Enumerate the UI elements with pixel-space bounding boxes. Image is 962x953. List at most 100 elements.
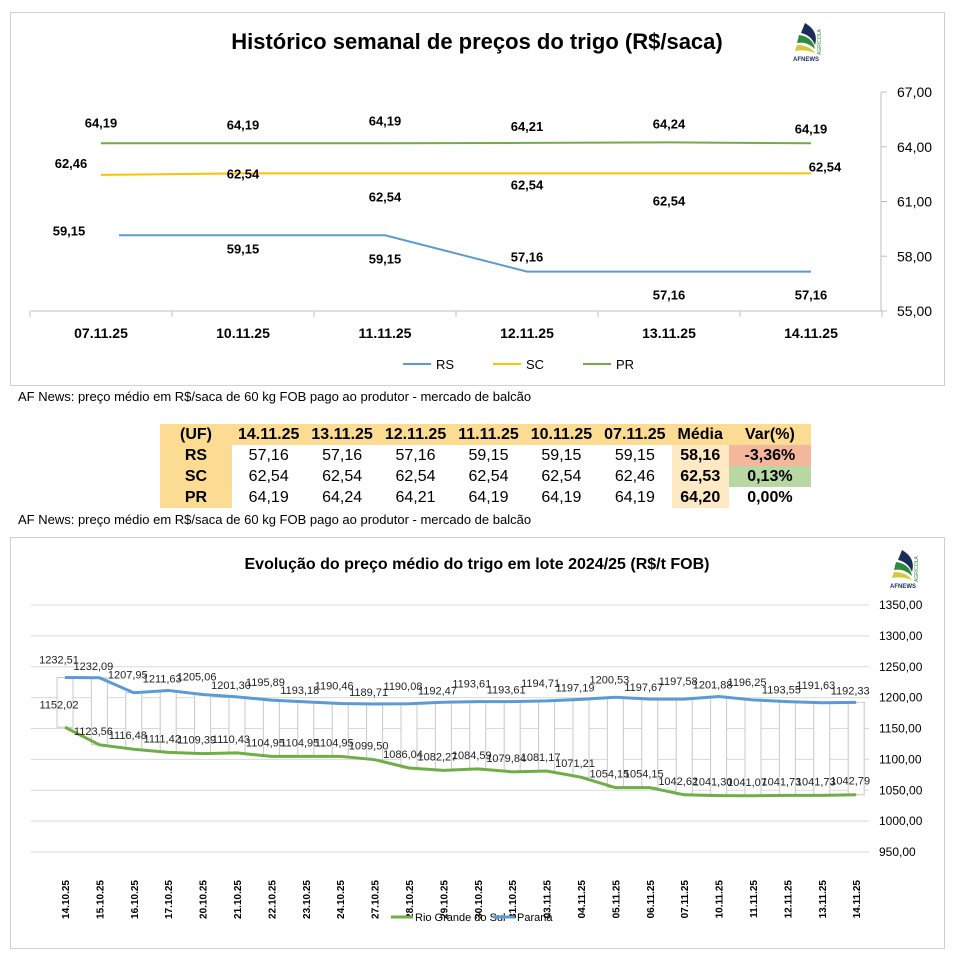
header-cell: (UF) bbox=[160, 424, 232, 445]
series-line-pr bbox=[101, 141, 812, 145]
data-label-rs: 1041,30 bbox=[693, 777, 733, 789]
y-tick-label: 64,00 bbox=[897, 139, 932, 155]
data-label: 64,19 bbox=[227, 117, 260, 132]
x-tick-label: 14.11.25 bbox=[784, 325, 838, 341]
data-label: 64,19 bbox=[369, 113, 402, 128]
logo-text: AFNEWS bbox=[890, 584, 916, 590]
series-line bbox=[64, 676, 857, 706]
data-label-pr: 1197,58 bbox=[659, 676, 698, 688]
data-label-rs: 1152,02 bbox=[40, 699, 79, 711]
x-tick-label: 23.10.25 bbox=[302, 880, 313, 919]
data-label-rs: 1084,59 bbox=[452, 750, 492, 762]
data-label: 62,54 bbox=[369, 189, 402, 204]
series-line-rs bbox=[119, 234, 811, 273]
legend-label: Paraná bbox=[517, 912, 553, 924]
x-tick-label: 16.10.25 bbox=[130, 880, 141, 919]
table-row: RS 57,16 57,16 57,16 59,15 59,15 59,15 5… bbox=[160, 445, 811, 466]
data-label-rs: 1104,95 bbox=[246, 737, 285, 749]
x-tick-label: 03.11.25 bbox=[543, 880, 554, 919]
logo-subtext: AGRÍCOLA bbox=[816, 28, 823, 55]
data-label: 57,16 bbox=[511, 250, 544, 265]
value-cell: 62,54 bbox=[541, 467, 582, 485]
x-tick-label: 06.11.25 bbox=[646, 880, 657, 919]
logo-subtext: AGRÍCOLA bbox=[913, 555, 920, 582]
x-tick-label: 07.11.25 bbox=[680, 880, 691, 919]
value-cell: 62,54 bbox=[395, 467, 436, 485]
data-label-rs: 1042,62 bbox=[658, 776, 698, 788]
value-cell: 59,15 bbox=[541, 446, 582, 464]
x-tick-label: 22.10.25 bbox=[267, 880, 278, 919]
data-label-pr: 1197,67 bbox=[624, 682, 663, 694]
data-label: 57,16 bbox=[795, 288, 828, 303]
data-label-pr: 1201,30 bbox=[211, 680, 251, 692]
uf-cell: PR bbox=[160, 487, 232, 508]
data-label-pr: 1192,33 bbox=[831, 685, 870, 697]
y-tick-label: 1200,00 bbox=[879, 691, 923, 705]
data-label-rs: 1111,42 bbox=[144, 733, 181, 745]
data-label-rs: 1099,50 bbox=[349, 741, 389, 753]
header-cell: 07.11.25 bbox=[598, 424, 672, 445]
data-label-pr: 1201,88 bbox=[693, 679, 733, 691]
data-label: 64,21 bbox=[511, 119, 544, 134]
data-label-pr: 1191,63 bbox=[796, 680, 835, 692]
uf-cell: SC bbox=[160, 466, 232, 487]
data-label-pr: 1232,51 bbox=[39, 655, 79, 667]
weekly-chart-panel: Histórico semanal de preços do trigo (R$… bbox=[10, 12, 945, 386]
chart-title: Histórico semanal de preços do trigo (R$… bbox=[231, 29, 722, 54]
x-tick-label: 12.11.25 bbox=[783, 880, 794, 919]
value-cell: 62,54 bbox=[322, 467, 363, 485]
logo-leaf-green bbox=[797, 35, 815, 49]
header-cell: 11.11.25 bbox=[452, 424, 525, 445]
x-tick-label: 05.11.25 bbox=[611, 880, 622, 919]
data-label-rs: 1081,17 bbox=[521, 752, 561, 764]
data-label: 64,24 bbox=[653, 116, 686, 131]
data-label-pr: 1193,55 bbox=[762, 685, 801, 697]
media-cell: 64,20 bbox=[671, 487, 729, 508]
value-cell: 57,16 bbox=[395, 446, 436, 464]
data-label: 57,16 bbox=[653, 288, 686, 303]
x-tick-label: 27.10.25 bbox=[371, 880, 382, 919]
data-label-rs: 1116,48 bbox=[109, 730, 147, 742]
data-label-rs: 1082,27 bbox=[418, 751, 458, 763]
x-tick-label: 30.10.25 bbox=[474, 880, 485, 919]
data-label-rs: 1109,39 bbox=[177, 735, 216, 747]
x-tick-label: 13.11.25 bbox=[642, 325, 696, 341]
value-cell: 64,24 bbox=[322, 488, 363, 506]
x-tick-label: 14.11.25 bbox=[852, 880, 863, 919]
header-cell: Média bbox=[671, 424, 729, 445]
y-tick-label: 950,00 bbox=[879, 845, 916, 859]
data-label-pr: 1207,95 bbox=[108, 670, 148, 682]
x-tick-label: 31.10.25 bbox=[508, 880, 519, 919]
data-label: 62,54 bbox=[227, 166, 260, 181]
data-label-rs: 1041,73 bbox=[796, 776, 836, 788]
data-label-pr: 1232,09 bbox=[74, 661, 114, 673]
data-label-rs: 1054,15 bbox=[590, 769, 630, 781]
data-label-pr: 1196,25 bbox=[728, 677, 767, 689]
value-cell: 64,19 bbox=[541, 488, 582, 506]
data-label-pr: 1194,71 bbox=[521, 678, 560, 690]
data-label-rs: 1042,79 bbox=[830, 776, 870, 788]
data-label-rs: 1071,21 bbox=[555, 758, 595, 770]
data-label-pr: 1190,08 bbox=[384, 681, 423, 693]
y-tick-label: 1250,00 bbox=[879, 660, 923, 674]
data-label: 62,54 bbox=[653, 193, 686, 208]
data-label-rs: 1104,95 bbox=[280, 737, 319, 749]
media-cell: 62,53 bbox=[671, 466, 729, 487]
data-label: 59,15 bbox=[53, 223, 86, 238]
y-tick-label: 58,00 bbox=[897, 248, 932, 264]
header-cell: 12.11.25 bbox=[378, 424, 453, 445]
data-label: 64,19 bbox=[795, 121, 828, 136]
series-line bbox=[64, 725, 857, 798]
header-cell: 14.11.25 bbox=[232, 424, 306, 445]
value-cell: 57,16 bbox=[248, 446, 289, 464]
weekly-price-chart: Histórico semanal de preços do trigo (R$… bbox=[29, 23, 932, 372]
x-tick-label: 17.10.25 bbox=[164, 880, 175, 919]
legend-label: RS bbox=[436, 357, 454, 372]
x-tick-label: 13.11.25 bbox=[818, 880, 829, 919]
value-cell: 59,15 bbox=[468, 446, 509, 464]
legend-label: Rio Grande do Sul bbox=[415, 912, 506, 924]
y-tick-label: 1300,00 bbox=[879, 629, 923, 643]
chart-title: Evolução do preço médio do trigo em lote… bbox=[245, 556, 710, 573]
price-table: (UF) 14.11.25 13.11.25 12.11.25 11.11.25… bbox=[160, 424, 811, 508]
var-cell: -3,36% bbox=[728, 445, 811, 466]
